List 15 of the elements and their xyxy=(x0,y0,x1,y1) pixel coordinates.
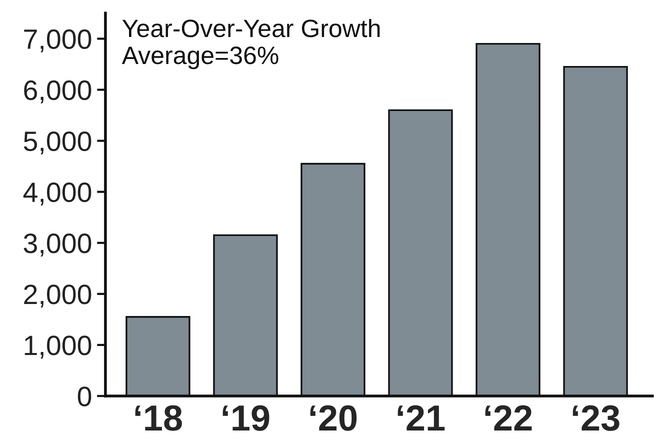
y-tick-label: 7,000 xyxy=(24,29,92,52)
y-tick-label: 6,000 xyxy=(24,80,92,104)
x-tick-label: ‘22 xyxy=(485,405,532,431)
y-tick-label: 0 xyxy=(78,386,92,406)
y-tick-label: 4,000 xyxy=(23,182,92,206)
y-tick-label: 1,000 xyxy=(24,336,92,359)
x-tick-label: ‘19 xyxy=(222,405,270,431)
x-tick-label: ‘20 xyxy=(310,405,357,431)
annotation: Year-Over-Year Growth Average=36% xyxy=(122,18,380,70)
y-tick-label: 3,000 xyxy=(24,234,92,256)
x-tick-label: ‘21 xyxy=(398,405,445,431)
x-tick-label: ‘18 xyxy=(135,405,182,431)
y-tick-label: 2,000 xyxy=(24,284,92,308)
x-tick-label: ‘23 xyxy=(572,405,620,431)
y-tick-label: 5,000 xyxy=(24,131,92,154)
